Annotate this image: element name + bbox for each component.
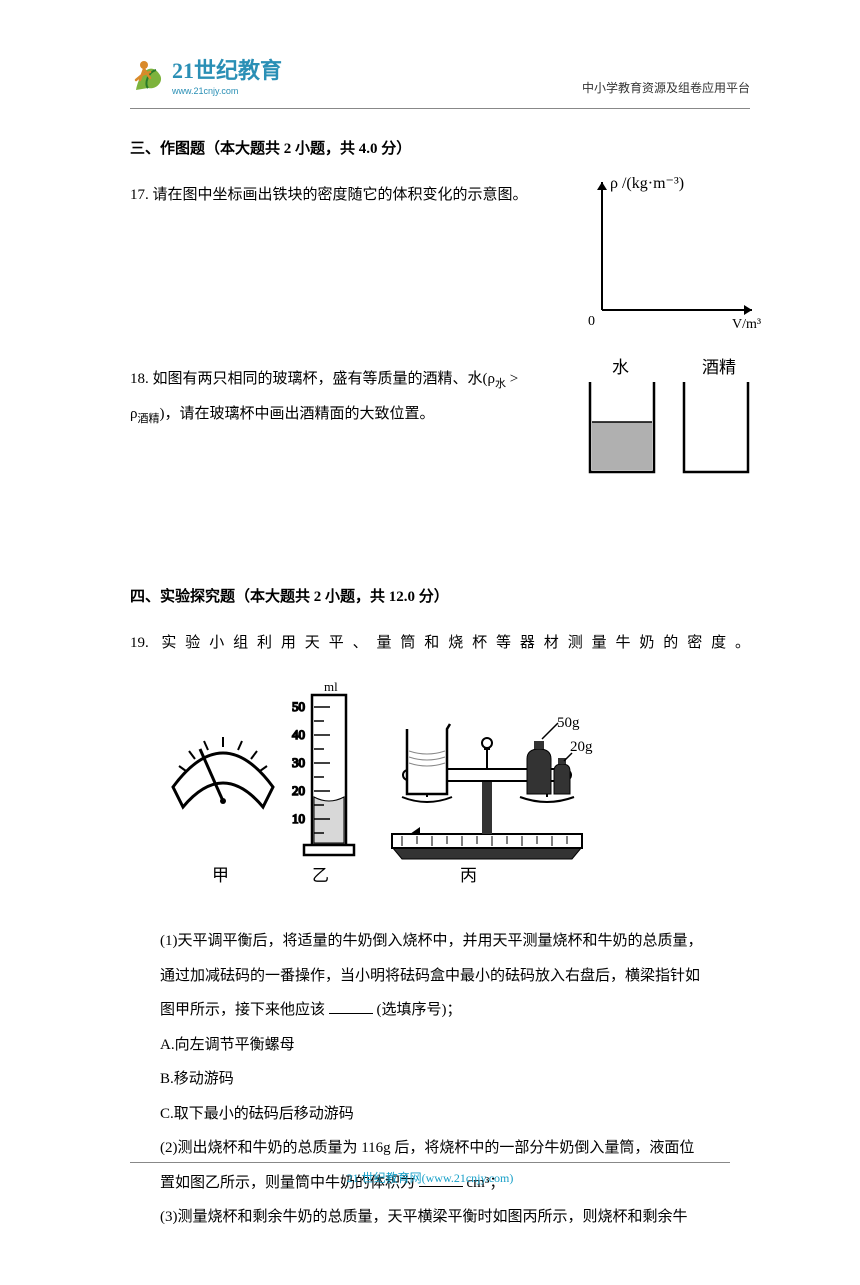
- footer-prefix: 21 世纪教育网: [347, 1171, 422, 1185]
- header-right-text: 中小学教育资源及组卷应用平台: [582, 79, 750, 100]
- q17-origin: 0: [588, 314, 595, 329]
- q19-figure: 甲 ml 50 40 30 20 10: [160, 671, 605, 901]
- q18-label-alcohol: 酒精: [702, 358, 736, 377]
- q18-label-water: 水: [612, 358, 629, 377]
- q19-label-c: 丙: [460, 866, 477, 885]
- q17-xlabel: V/m³: [732, 317, 761, 332]
- q19-p1c: 图甲所示，接下来他应该: [160, 1002, 329, 1018]
- svg-text:10: 10: [292, 811, 305, 826]
- q19-p2a: (2)测出烧杯和牛奶的总质量为 116g 后，将烧杯中的一部分牛奶倒入量筒，液面…: [160, 1131, 750, 1166]
- q17-num: 17.: [130, 187, 149, 203]
- q17-text: 请在图中坐标画出铁块的密度随它的体积变化的示意图。: [153, 187, 528, 203]
- svg-text:20: 20: [292, 783, 305, 798]
- q19-p1a: (1)天平调平衡后，将适量的牛奶倒入烧杯中，并用天平测量烧杯和牛奶的总质量，: [160, 924, 750, 959]
- logo-sub-text: www.21cnjy.com: [171, 86, 238, 96]
- q17-ylabel: ρ /(kg·m⁻³): [610, 175, 684, 192]
- logo-main-text: 21世纪教育: [172, 58, 282, 83]
- svg-text:50: 50: [292, 699, 305, 714]
- q19-p3: (3)测量烧杯和剩余牛奶的总质量，天平横梁平衡时如图丙所示，则烧杯和剩余牛: [160, 1200, 750, 1235]
- q19-p1c-wrap: 图甲所示，接下来他应该 (选填序号)；: [160, 993, 750, 1028]
- q19-optB: B.移动游码: [160, 1062, 750, 1097]
- q18-text-b: ρ: [130, 406, 138, 422]
- q19-num: 19.: [130, 635, 149, 651]
- svg-text:30: 30: [292, 755, 305, 770]
- page-header: 21世纪教育 www.21cnjy.com 中小学教育资源及组卷应用平台: [130, 50, 750, 100]
- question-18: 18. 如图有两只相同的玻璃杯，盛有等质量的酒精、水(ρ水 > ρ酒精)，请在玻…: [130, 362, 750, 492]
- footer-divider: [130, 1162, 730, 1163]
- q18-text-a: 如图有两只相同的玻璃杯，盛有等质量的酒精、水(ρ: [153, 371, 495, 387]
- weight-20g: 20g: [570, 739, 593, 755]
- q19-p1d: (选填序号)；: [373, 1002, 462, 1018]
- q18-sub1: 水: [495, 378, 506, 390]
- q18-num: 18.: [130, 371, 149, 387]
- q19-label-a: 甲: [212, 866, 229, 885]
- question-17: 17. 请在图中坐标画出铁块的密度随它的体积变化的示意图。 ρ /(kg·m⁻³…: [130, 178, 750, 338]
- q18-figure: 水 酒精: [580, 357, 770, 482]
- q19-optA: A.向左调节平衡螺母: [160, 1028, 750, 1063]
- header-divider: [130, 108, 750, 109]
- q18-gt: >: [506, 371, 518, 387]
- page-footer: 21 世纪教育网(www.21cnjy.com): [0, 1162, 860, 1186]
- logo: 21世纪教育 www.21cnjy.com: [130, 50, 300, 100]
- section3-title: 三、作图题（本大题共 2 小题，共 4.0 分）: [130, 134, 750, 164]
- q19-intro: 实验小组利用天平、量筒和烧杯等器材测量牛奶的密度。: [161, 635, 750, 651]
- q19-p1b: 通过加减砝码的一番操作，当小明将砝码盒中最小的砝码放入右盘后，横梁指针如: [160, 959, 750, 994]
- q19-optC: C.取下最小的砝码后移动游码: [160, 1097, 750, 1132]
- blank-1: [329, 999, 373, 1014]
- q18-sub2: 酒精: [138, 413, 160, 425]
- q19-label-b: 乙: [312, 866, 329, 885]
- weight-50g: 50g: [557, 715, 580, 731]
- cylinder-unit: ml: [324, 679, 338, 694]
- q17-figure: ρ /(kg·m⁻³) V/m³ 0: [580, 170, 770, 335]
- q18-text-c: )，请在玻璃杯中画出酒精面的大致位置。: [160, 406, 435, 422]
- question-19: 19. 实验小组利用天平、量筒和烧杯等器材测量牛奶的密度。 甲: [130, 626, 750, 1235]
- svg-text:40: 40: [292, 727, 305, 742]
- footer-domain: (www.21cnjy.com): [422, 1171, 514, 1185]
- section4-title: 四、实验探究题（本大题共 2 小题，共 12.0 分）: [130, 582, 750, 612]
